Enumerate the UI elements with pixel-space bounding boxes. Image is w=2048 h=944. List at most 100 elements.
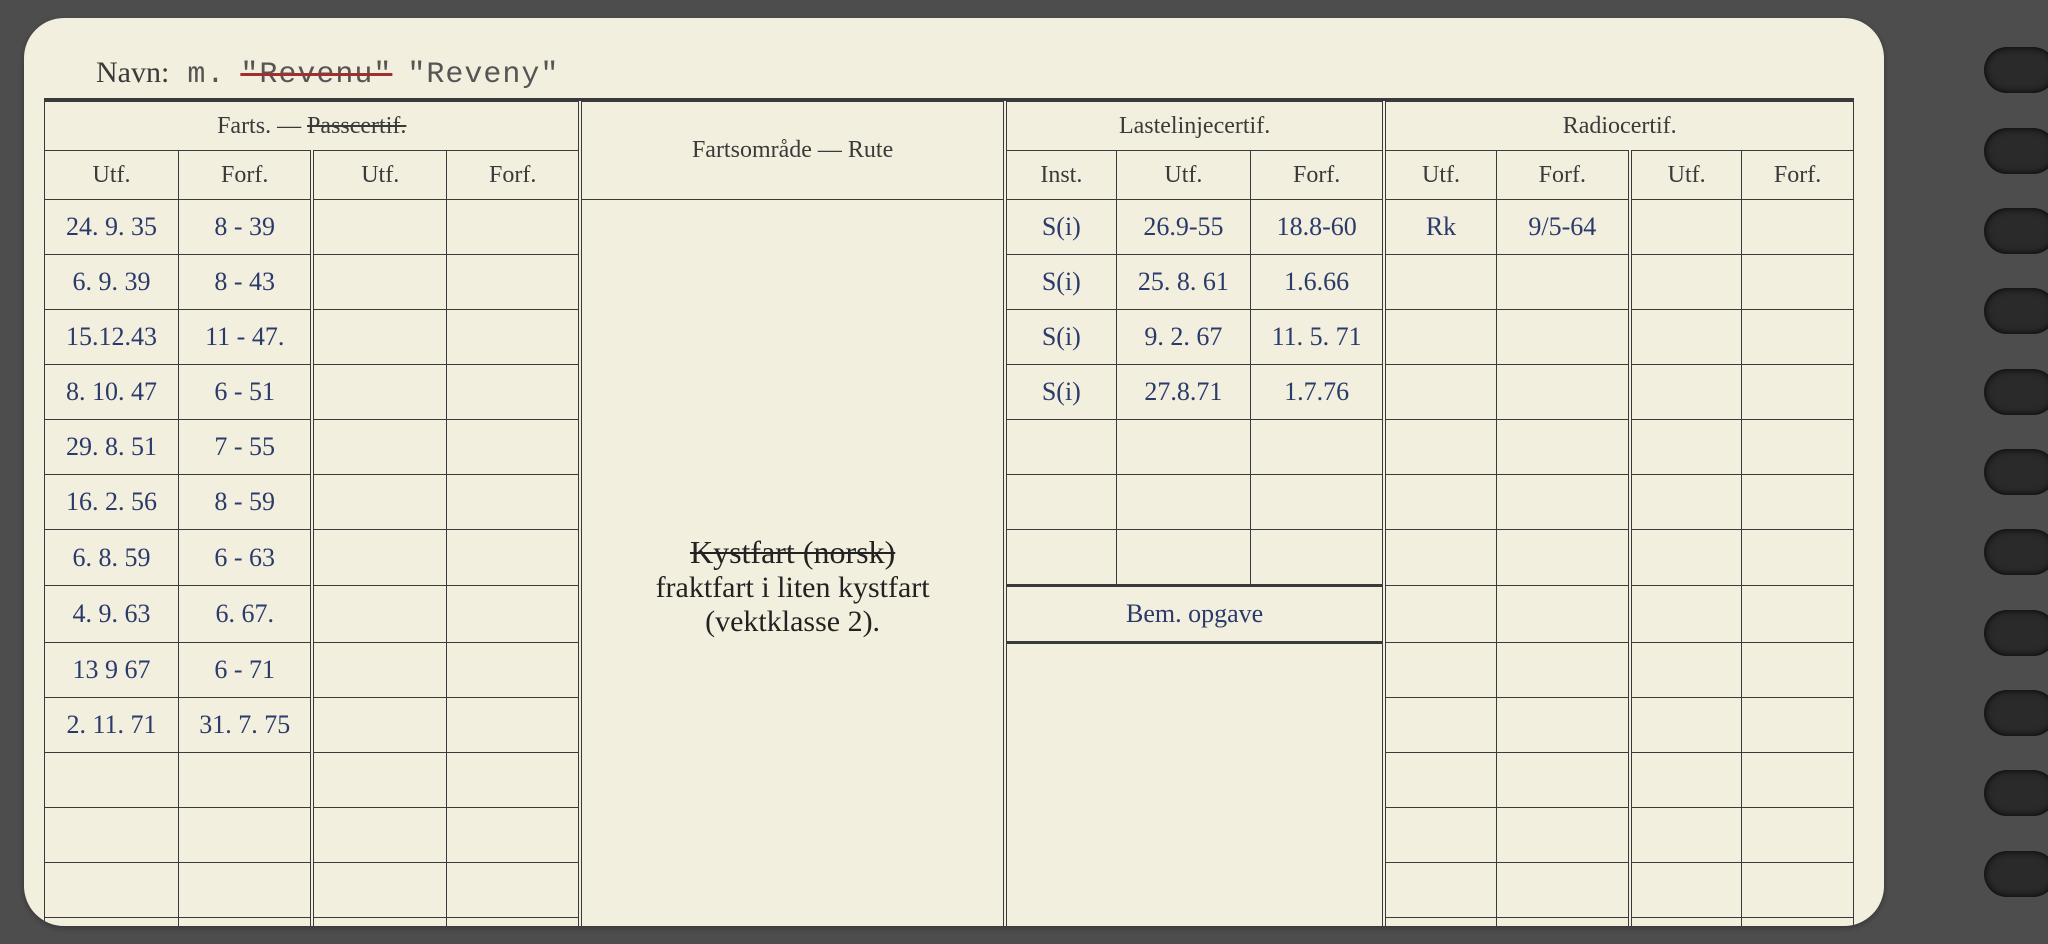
- cell: 9/5-64: [1496, 200, 1630, 255]
- col-forf-4: Forf.: [1496, 151, 1630, 200]
- cell: 6. 8. 59: [45, 530, 179, 586]
- cell: [312, 475, 446, 530]
- cell: [1496, 365, 1630, 420]
- cell: 31. 7. 75: [178, 698, 312, 753]
- cell: [45, 863, 179, 918]
- cell: [178, 918, 312, 927]
- cell: [1384, 918, 1496, 927]
- cell: [312, 586, 446, 643]
- cell: [1116, 420, 1250, 475]
- cell: [312, 365, 446, 420]
- cell: 6 - 71: [178, 643, 312, 698]
- cell: 16. 2. 56: [45, 475, 179, 530]
- cell: 1.7.76: [1250, 365, 1384, 420]
- cell: S(i): [1005, 310, 1117, 365]
- record-table: Farts. — Passcertif. Fartsområde — Rute …: [44, 101, 1854, 926]
- section-header-row: Farts. — Passcertif. Fartsområde — Rute …: [45, 102, 1854, 151]
- cell: [1630, 808, 1742, 863]
- col-forf-3: Forf.: [1250, 151, 1384, 200]
- cell: [1630, 200, 1742, 255]
- cell: [1742, 753, 1854, 808]
- cell: 8 - 59: [178, 475, 312, 530]
- cell: 8. 10. 47: [45, 365, 179, 420]
- cell: 26.9-55: [1116, 200, 1250, 255]
- cell: 11 - 47.: [178, 310, 312, 365]
- cell: [1742, 310, 1854, 365]
- cell: S(i): [1005, 255, 1117, 310]
- hole-icon: [1984, 47, 2048, 93]
- cell: 13 9 67: [45, 643, 179, 698]
- cell: [446, 698, 580, 753]
- cell: [312, 808, 446, 863]
- cell: 29. 8. 51: [45, 420, 179, 475]
- hole-icon: [1984, 449, 2048, 495]
- cell: [1496, 530, 1630, 586]
- cell: [1496, 420, 1630, 475]
- hole-icon: [1984, 208, 2048, 254]
- binder-holes: [1984, 0, 2048, 944]
- cell: [446, 918, 580, 927]
- col-utf-5: Utf.: [1630, 151, 1742, 200]
- col-forf-5: Forf.: [1742, 151, 1854, 200]
- cell: [446, 808, 580, 863]
- cell: [1384, 475, 1496, 530]
- cell: [1742, 475, 1854, 530]
- radio-header: Radiocertif.: [1384, 102, 1853, 151]
- cell: [1630, 310, 1742, 365]
- cell: [1384, 586, 1496, 643]
- cell: [1742, 643, 1854, 698]
- cell: [45, 808, 179, 863]
- cell: [45, 918, 179, 927]
- cell: [312, 530, 446, 586]
- cell: [1630, 475, 1742, 530]
- cell: [1384, 643, 1496, 698]
- col-utf-2: Utf.: [312, 151, 446, 200]
- scan-background: Navn: m. "Revenu" "Reveny" Farts. — Pass…: [0, 0, 2048, 944]
- cell: [1630, 255, 1742, 310]
- col-forf-2: Forf.: [446, 151, 580, 200]
- rute-line2: fraktfart i liten kystfart: [584, 571, 1000, 605]
- cell: [1742, 200, 1854, 255]
- cell: [1384, 255, 1496, 310]
- cell: [1250, 420, 1384, 475]
- col-utf-4: Utf.: [1384, 151, 1496, 200]
- cell: [446, 310, 580, 365]
- cell: [1384, 365, 1496, 420]
- col-inst: Inst.: [1005, 151, 1117, 200]
- farts-header: Farts. — Passcertif.: [45, 102, 581, 151]
- cell: [1742, 918, 1854, 927]
- cell: [312, 918, 446, 927]
- cell: [45, 753, 179, 808]
- cell: 8 - 39: [178, 200, 312, 255]
- cell: 1.6.66: [1250, 255, 1384, 310]
- cell: 25. 8. 61: [1116, 255, 1250, 310]
- rute-line1: Kystfart (norsk): [584, 534, 1000, 571]
- cell: [1250, 475, 1384, 530]
- cell: [1630, 530, 1742, 586]
- cell: [1630, 643, 1742, 698]
- col-utf-3: Utf.: [1116, 151, 1250, 200]
- cell: [178, 753, 312, 808]
- cell: [1630, 918, 1742, 927]
- cell: [446, 420, 580, 475]
- cell: 2. 11. 71: [45, 698, 179, 753]
- cell: [312, 863, 446, 918]
- index-card: Navn: m. "Revenu" "Reveny" Farts. — Pass…: [24, 18, 1884, 926]
- cell: [1496, 753, 1630, 808]
- cell: [1742, 365, 1854, 420]
- cell: [1496, 808, 1630, 863]
- name-row: Navn: m. "Revenu" "Reveny": [44, 18, 1854, 101]
- cell: [1116, 475, 1250, 530]
- cell: [1005, 420, 1117, 475]
- hole-icon: [1984, 369, 2048, 415]
- cell: [1384, 530, 1496, 586]
- cell: [1384, 753, 1496, 808]
- typed-name: "Reveny": [407, 58, 559, 92]
- cell: [178, 808, 312, 863]
- rute-line3: (vektklasse 2).: [584, 605, 1000, 639]
- cell: [446, 475, 580, 530]
- table-row: 24. 9. 35 8 - 39 Kystfart (norsk) fraktf…: [45, 200, 1854, 255]
- cell: 6. 67.: [178, 586, 312, 643]
- cell: [446, 365, 580, 420]
- cell: [446, 530, 580, 586]
